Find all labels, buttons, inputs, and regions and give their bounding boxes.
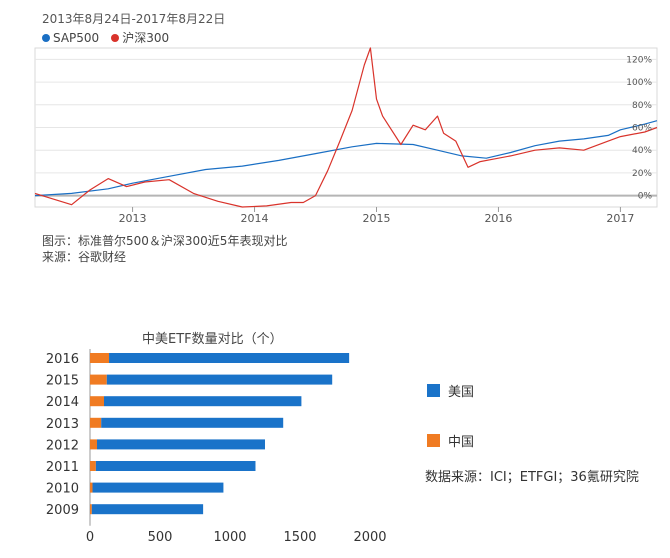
category-label: 2012	[46, 438, 79, 453]
y-tick-label: 80%	[632, 101, 652, 111]
bar-usa	[109, 353, 350, 363]
category-label: 2013	[46, 417, 79, 432]
legend-item-usa: 美国	[427, 381, 474, 400]
bar-usa	[92, 482, 224, 493]
bar-china	[90, 396, 104, 407]
x-tick-label: 2014	[241, 212, 269, 225]
y-tick-label: 0%	[638, 192, 653, 202]
category-label: 2010	[46, 482, 79, 497]
sp500-legend-dot-icon	[42, 33, 50, 42]
bar-usa	[91, 504, 204, 515]
line-chart: 0% 20% 40% 60% 80% 100% 120% 2013 2014 2015 2016 2…	[34, 47, 658, 225]
x-tick-label: 0	[86, 530, 94, 545]
bar-usa	[106, 374, 333, 385]
category-label: 2011	[46, 460, 79, 475]
x-tick-label: 1500	[283, 530, 316, 545]
china-legend-swatch-icon	[427, 434, 440, 447]
y-tick-label: 20%	[632, 169, 652, 179]
bar-china	[90, 482, 93, 493]
usa-legend-swatch-icon	[427, 384, 440, 397]
legend-label-usa: 美国	[448, 385, 475, 400]
category-label: 2009	[46, 503, 79, 518]
bar-china	[90, 504, 92, 515]
bar-china	[90, 417, 102, 428]
legend-item-csi300: 沪深300	[111, 29, 169, 46]
legend-label-china: 中国	[448, 435, 475, 450]
x-tick-label: 1000	[213, 530, 246, 545]
x-tick-label: 2016	[484, 212, 512, 225]
legend-label-csi300: 沪深300	[122, 31, 170, 45]
chart2-title: 中美ETF数量对比（个）	[142, 332, 283, 347]
category-label: 2014	[46, 395, 79, 410]
bar-chart: 2016 2015 2014 2013 2012 2011 2010 2009 0 500 100…	[46, 349, 387, 545]
series-line-sp500	[34, 120, 658, 197]
x-tick-label: 2015	[362, 212, 390, 225]
bar-usa	[97, 439, 265, 450]
y-tick-label: 120%	[626, 55, 652, 65]
y-tick-label: 100%	[626, 78, 652, 88]
csi300-legend-dot-icon	[111, 33, 120, 42]
chart1-legend: SAP500 沪深300	[42, 29, 177, 46]
y-tick-label: 40%	[632, 146, 652, 156]
bar-china	[90, 461, 96, 471]
chart1-caption: 图示：标准普尔500＆沪深300近5年表现对比	[42, 234, 288, 248]
bar-china	[90, 439, 97, 450]
bar-china	[90, 374, 107, 385]
x-tick-label: 500	[148, 530, 173, 545]
chart1-source: 来源：谷歌财经	[42, 250, 127, 264]
category-label: 2015	[46, 374, 79, 389]
x-tick-label: 2017	[606, 212, 634, 225]
x-tick-label: 2013	[119, 212, 147, 225]
category-label: 2016	[46, 352, 79, 367]
bar-usa	[101, 417, 284, 428]
chart2-source: 数据来源：ICI；ETFGI；36氪研究院	[425, 470, 639, 485]
bar-china	[90, 353, 110, 363]
y-tick-label: 60%	[632, 124, 652, 134]
legend-label-sp500: SAP500	[53, 30, 100, 45]
legend-item-china: 中国	[427, 431, 474, 450]
chart1-date-range: 2013年8月24日-2017年8月22日	[42, 12, 226, 26]
x-tick-label: 2000	[353, 530, 386, 545]
series-line-csi300	[34, 47, 658, 208]
bar-usa	[104, 396, 302, 407]
legend-item-sp500: SAP500	[42, 31, 99, 45]
bar-usa	[95, 461, 256, 471]
